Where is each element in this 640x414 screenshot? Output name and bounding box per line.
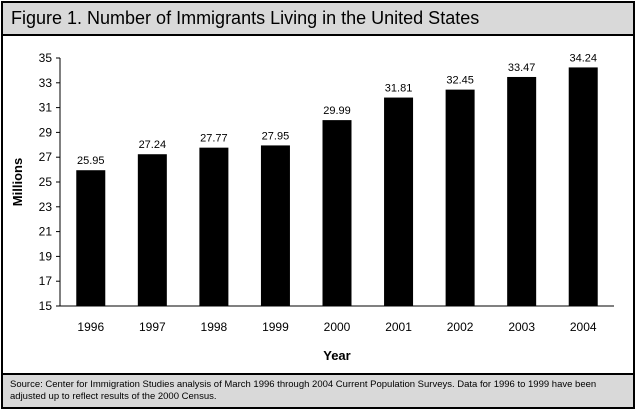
- figure-frame: Figure 1. Number of Immigrants Living in…: [1, 1, 635, 409]
- y-axis-ticks: 15 17 19 21 23 25 27 29 31 33 35: [39, 51, 60, 313]
- x-tick-label-2000: 2000: [324, 320, 351, 334]
- source-bar: Source: Center for Immigration Studies a…: [3, 373, 633, 407]
- x-tick-label-1999: 1999: [262, 320, 289, 334]
- bar-2004: [568, 67, 598, 306]
- data-label-1997: 27.24: [139, 139, 167, 151]
- bar-2003: [507, 76, 537, 306]
- bar-1996: [76, 170, 106, 306]
- y-tick-label: 33: [39, 76, 53, 90]
- bar-1998: [199, 147, 229, 306]
- y-tick-label: 15: [39, 299, 53, 313]
- y-tick-label: 27: [39, 150, 53, 164]
- data-label-2002: 32.45: [446, 75, 474, 87]
- x-tick-label-1998: 1998: [201, 320, 228, 334]
- x-tick-label-2001: 2001: [385, 320, 412, 334]
- y-tick-label: 25: [39, 175, 53, 189]
- y-axis-title: Millions: [10, 158, 25, 206]
- bar-1999: [260, 145, 290, 306]
- data-label-1998: 27.77: [200, 133, 228, 145]
- y-tick-label: 31: [39, 101, 53, 115]
- data-labels-group: 25.95 27.24 27.77 27.95 29.99 31.81 32.45 33.47…: [77, 52, 597, 167]
- y-tick-label: 23: [39, 200, 53, 214]
- y-tick-label: 17: [39, 274, 53, 288]
- data-label-2003: 33.47: [508, 62, 536, 74]
- bar-2000: [322, 120, 352, 307]
- bar-1997: [137, 154, 167, 306]
- x-axis-ticks: 1996 1997 1998 1999 2000 2001 2002 2003 2004: [77, 320, 596, 334]
- chart-title: Figure 1. Number of Immigrants Living in…: [11, 8, 480, 28]
- x-tick-label-2002: 2002: [447, 320, 474, 334]
- y-tick-label: 19: [39, 249, 53, 263]
- data-label-1996: 25.95: [77, 155, 105, 167]
- x-axis-title: Year: [323, 348, 350, 363]
- y-tick-label: 35: [39, 51, 53, 65]
- title-bar: Figure 1. Number of Immigrants Living in…: [3, 3, 633, 36]
- y-tick-label: 29: [39, 125, 53, 139]
- x-tick-label-1996: 1996: [77, 320, 104, 334]
- data-label-2004: 34.24: [569, 52, 597, 64]
- y-tick-label: 21: [39, 225, 53, 239]
- x-tick-label-2004: 2004: [570, 320, 597, 334]
- bar-2002: [445, 89, 475, 307]
- data-label-2000: 29.99: [323, 105, 351, 117]
- data-label-2001: 31.81: [385, 83, 413, 95]
- data-label-1999: 27.95: [262, 130, 290, 142]
- x-tick-label-2003: 2003: [508, 320, 535, 334]
- x-tick-label-1997: 1997: [139, 320, 166, 334]
- source-note: Source: Center for Immigration Studies a…: [10, 379, 597, 402]
- bars-group: [76, 67, 598, 307]
- bar-2001: [384, 97, 414, 306]
